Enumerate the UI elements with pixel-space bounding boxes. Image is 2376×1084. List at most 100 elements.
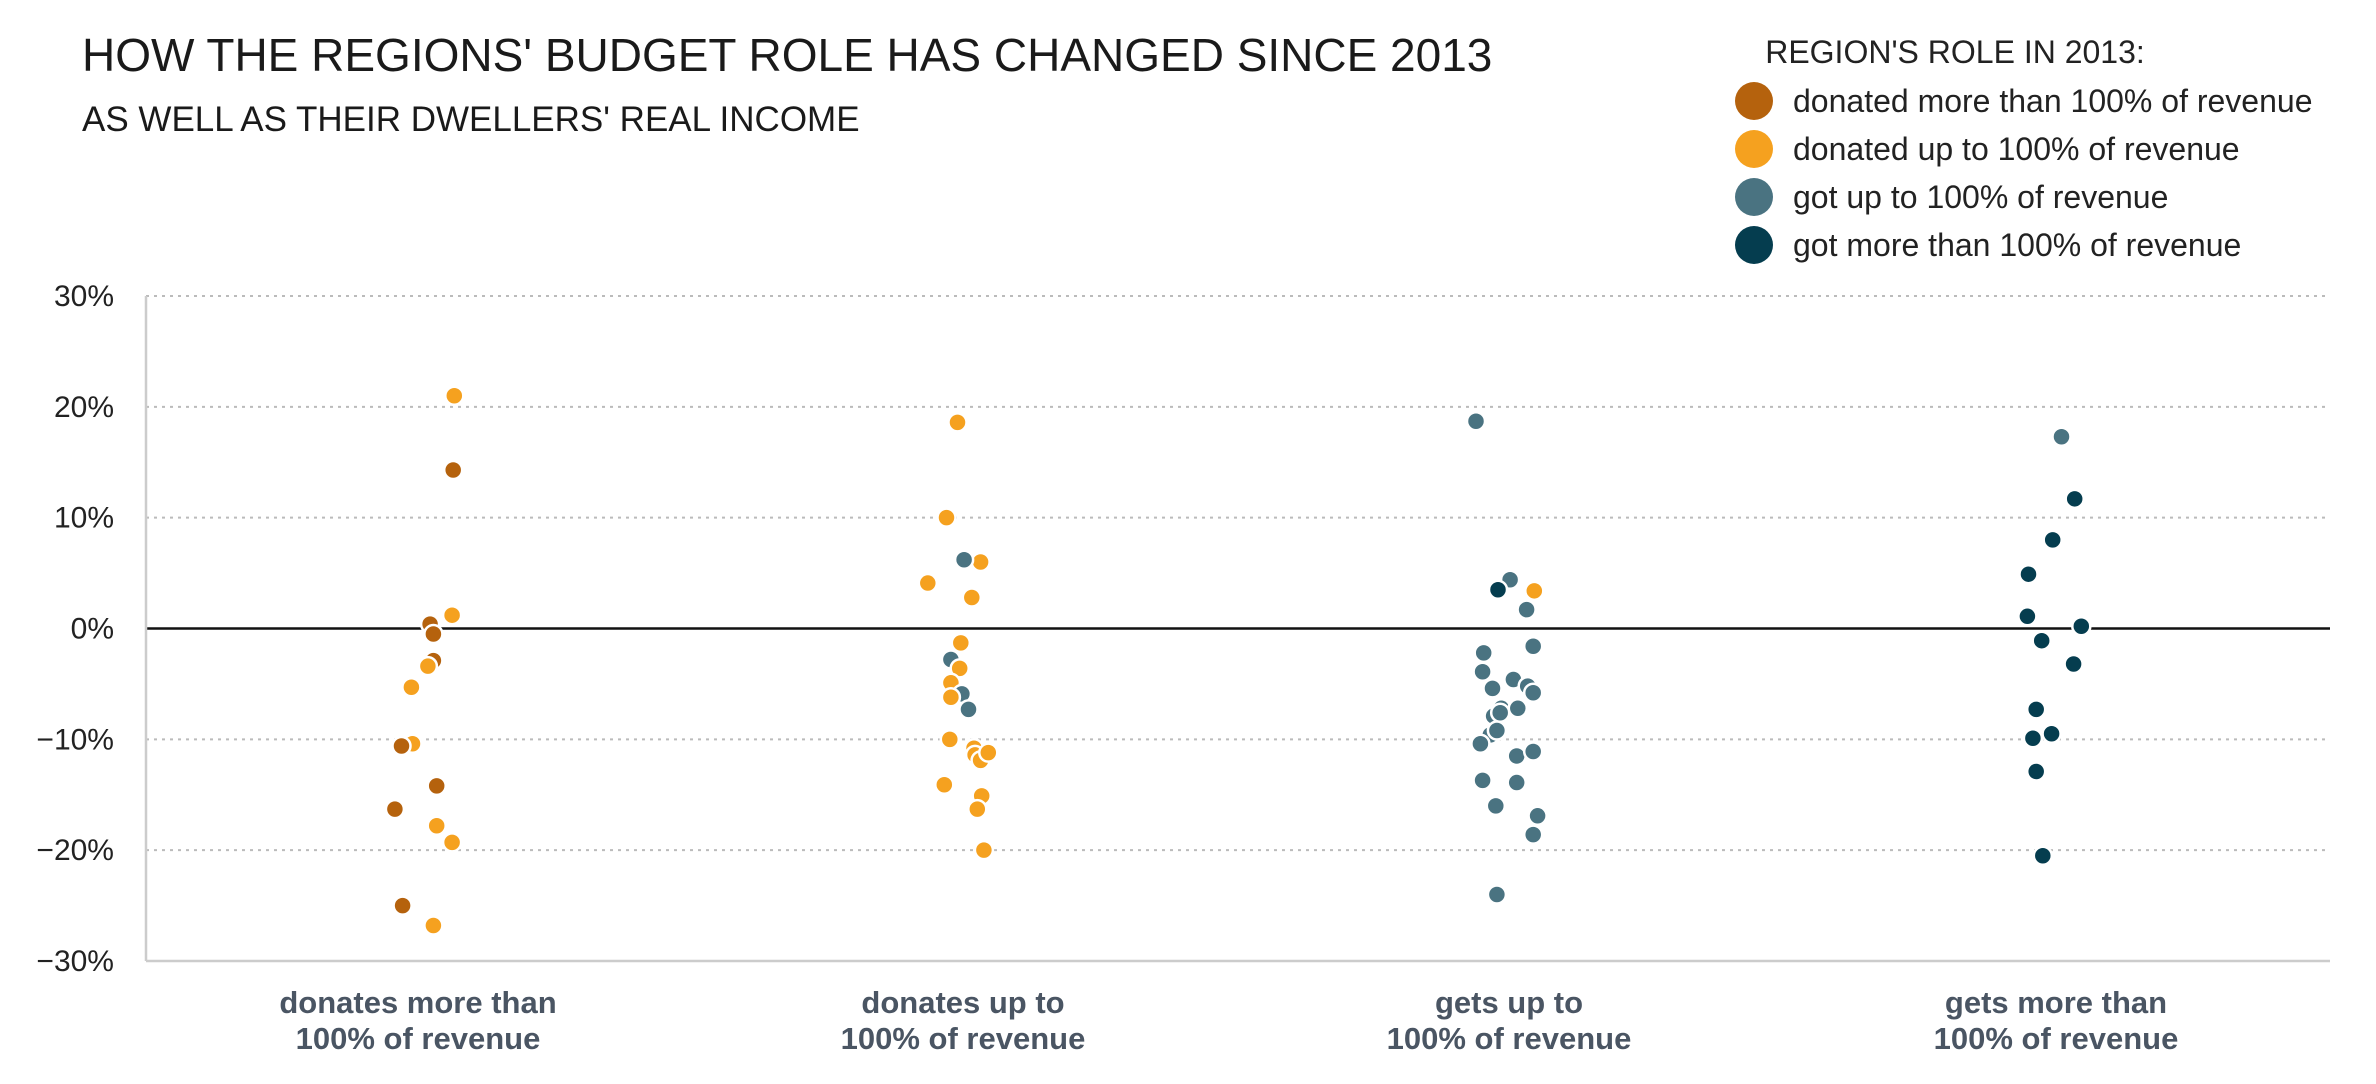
legend-title: REGION'S ROLE IN 2013: — [1765, 34, 2145, 70]
legend-label: got up to 100% of revenue — [1793, 178, 2169, 215]
data-point — [2017, 606, 2038, 627]
data-point — [950, 632, 972, 654]
data-point — [2042, 529, 2063, 551]
x-category-label-line: donates more than — [279, 985, 556, 1020]
data-point — [1506, 772, 1527, 793]
data-point — [1482, 678, 1503, 699]
data-point — [973, 839, 995, 861]
legend: REGION'S ROLE IN 2013: donated more than… — [1735, 34, 2335, 269]
data-point — [958, 699, 979, 720]
axes — [144, 296, 2330, 963]
chart-subtitle: AS WELL AS THEIR DWELLERS' REAL INCOME — [82, 100, 860, 139]
y-tick-label: 0% — [71, 613, 114, 646]
y-tick-label: 10% — [54, 502, 114, 535]
legend-swatch-got-up-to — [1735, 178, 1773, 216]
data-point — [970, 551, 991, 573]
data-point — [1473, 642, 1494, 664]
data-point — [2041, 723, 2062, 745]
data-point — [2025, 761, 2047, 782]
data-point — [2032, 845, 2054, 866]
data-point — [417, 655, 439, 677]
data-point — [1472, 661, 1493, 682]
data-point — [2025, 699, 2047, 720]
data-point — [947, 412, 968, 433]
data-point — [949, 658, 970, 679]
data-point — [2071, 616, 2092, 637]
data-point — [2051, 426, 2072, 448]
data-point — [1522, 741, 1544, 762]
x-category-label-line: 100% of revenue — [296, 1021, 541, 1056]
data-point — [939, 729, 961, 750]
data-points — [384, 385, 2092, 936]
legend-swatch-got-more — [1735, 226, 1773, 264]
data-point — [1524, 580, 1545, 602]
data-point — [967, 798, 988, 820]
data-point — [2063, 653, 2084, 675]
x-category-label: gets up to 100% of revenue — [1387, 985, 1632, 1056]
data-point — [2031, 630, 2052, 651]
y-tick-label: −20% — [36, 834, 114, 867]
legend-swatch-donated-more — [1735, 82, 1773, 120]
data-point — [423, 623, 444, 645]
data-point — [1472, 770, 1493, 791]
gridlines — [146, 295, 2330, 852]
x-category-label-line: 100% of revenue — [1934, 1021, 2179, 1056]
x-category-labels: donates more than 100% of revenuedonates … — [279, 985, 2178, 1056]
legend-label: donated more than 100% of revenue — [1793, 82, 2313, 119]
data-point — [401, 676, 422, 698]
legend-swatch-donated-up-to — [1735, 130, 1773, 168]
data-point — [423, 915, 444, 936]
y-tick-labels: 30% 20% 10% 0% −10% −20% −30% — [36, 280, 114, 978]
data-point — [1522, 824, 1544, 845]
data-point — [1527, 805, 1548, 827]
data-point — [917, 572, 939, 594]
data-point — [934, 774, 955, 796]
legend-label: donated up to 100% of revenue — [1793, 130, 2240, 167]
y-tick-label: −10% — [36, 723, 114, 756]
x-category-label-line: 100% of revenue — [841, 1021, 1086, 1056]
legend-item: donated up to 100% of revenue — [1735, 125, 2335, 173]
data-point — [1516, 599, 1537, 620]
data-point — [1522, 682, 1544, 704]
legend-label: got more than 100% of revenue — [1793, 226, 2242, 263]
y-tick-label: 30% — [54, 280, 114, 313]
data-point — [1487, 579, 1509, 600]
data-point — [1485, 795, 1507, 817]
data-point — [1486, 720, 1508, 741]
data-point — [953, 549, 975, 571]
data-point — [2064, 488, 2085, 510]
data-point — [961, 587, 983, 608]
data-point — [441, 832, 463, 853]
y-tick-label: −30% — [36, 945, 114, 978]
x-category-label-line: 100% of revenue — [1387, 1021, 1632, 1056]
legend-item: donated more than 100% of revenue — [1735, 77, 2335, 125]
x-category-label: gets more than 100% of revenue — [1934, 985, 2179, 1056]
legend-item: got more than 100% of revenue — [1735, 221, 2335, 269]
data-point — [444, 385, 465, 406]
data-point — [441, 604, 463, 626]
data-point — [1465, 410, 1487, 432]
data-point — [1522, 635, 1544, 657]
data-point — [940, 686, 962, 708]
data-point — [1489, 702, 1511, 723]
data-point — [426, 815, 447, 837]
data-point — [2022, 727, 2044, 749]
x-category-label-line: gets up to — [1435, 985, 1583, 1020]
data-point — [392, 895, 413, 916]
data-point — [391, 735, 412, 757]
x-category-label: donates more than 100% of revenue — [279, 985, 556, 1056]
legend-item: got up to 100% of revenue — [1735, 173, 2335, 221]
data-point — [1486, 884, 1508, 905]
data-point — [936, 507, 957, 528]
data-point — [1507, 698, 1529, 719]
data-point — [384, 798, 406, 820]
data-point — [426, 775, 447, 797]
y-tick-label: 20% — [54, 391, 114, 424]
data-point — [978, 742, 999, 763]
x-category-label-line: gets more than — [1945, 985, 2167, 1020]
data-point — [1470, 733, 1491, 755]
x-category-label-line: donates up to — [861, 985, 1064, 1020]
data-point — [2018, 563, 2039, 585]
data-point — [442, 459, 464, 481]
